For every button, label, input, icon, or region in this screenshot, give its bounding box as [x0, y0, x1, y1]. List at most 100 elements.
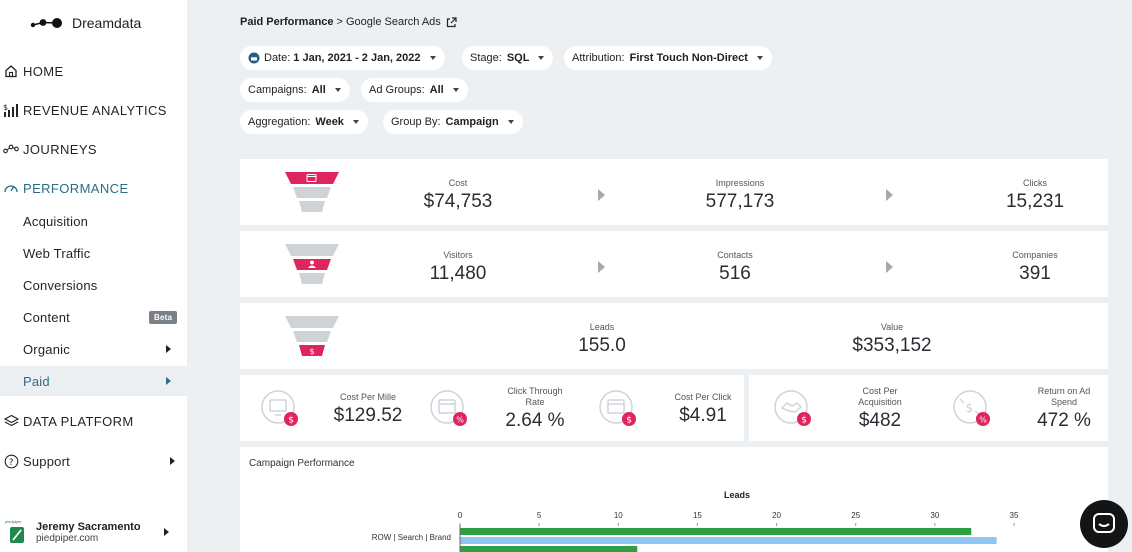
campaigns-filter[interactable]: Campaigns: All — [240, 78, 350, 102]
x-tick-label: 25 — [851, 511, 860, 520]
metric-value-value: $353,152 — [852, 335, 932, 356]
kpi-cpa-label: Cost Per Acquisition — [858, 386, 902, 407]
metric-clicks-value: 15,231 — [1005, 191, 1065, 212]
subnav-conversions-label: Conversions — [23, 277, 98, 293]
subnav-acquisition-label: Acquisition — [23, 213, 89, 229]
kpi-cpc-label: Cost Per Click — [674, 392, 732, 402]
user-domain: piedpiper.com — [36, 532, 99, 544]
svg-text:$: $ — [288, 416, 294, 426]
ad-groups-filter[interactable]: Ad Groups: All — [361, 78, 468, 102]
stage-filter-value: SQL — [506, 52, 530, 64]
layers-icon — [2, 412, 20, 430]
chevron-down-icon — [452, 88, 459, 92]
svg-text:$: $ — [310, 347, 315, 356]
funnel-card-outcome: $ Leads 155.0 Value $353,152 — [240, 303, 1108, 369]
kpi-roas: Return on Ad Spend 472 % — [1026, 386, 1102, 432]
campaign-performance-card: Campaign Performance Leads 0 5 10 15 20 25 30 3… — [240, 447, 1108, 552]
external-link-icon[interactable] — [446, 16, 457, 28]
user-menu[interactable]: piedpiper Jeremy Sacramento piedpiper.co… — [5, 516, 187, 548]
metric-contacts-label: Contacts — [717, 250, 753, 260]
chart-axis-title: Leads — [723, 490, 750, 500]
arrow-right-icon — [886, 189, 893, 201]
subnav-web-traffic[interactable]: Web Traffic — [0, 238, 187, 268]
metric-visitors-label: Visitors — [443, 250, 473, 260]
kpi-cpa-value: $482 — [858, 410, 902, 431]
stage-filter[interactable]: Stage: SQL — [462, 46, 554, 70]
bar-series-3[interactable] — [460, 546, 638, 552]
date-filter-label: Date: — [264, 52, 291, 64]
attribution-filter[interactable]: Attribution: First Touch Non-Direct — [564, 46, 772, 70]
subnav-content-label: Content — [23, 309, 70, 325]
chevron-right-icon — [166, 345, 171, 353]
nav-journeys[interactable]: JOURNEYS — [0, 135, 187, 163]
arrow-right-icon — [598, 189, 605, 201]
chevron-down-icon — [429, 56, 436, 60]
chat-icon — [1093, 513, 1115, 533]
chevron-down-icon — [352, 120, 359, 124]
subnav-conversions[interactable]: Conversions — [0, 270, 187, 300]
main-content: Paid Performance > Google Search Ads Dat… — [187, 0, 1132, 552]
funnel-bottom-icon: $ — [285, 316, 339, 356]
subnav-paid[interactable]: Paid — [0, 366, 187, 396]
stage-filter-label: Stage: — [470, 52, 502, 64]
metric-clicks: Clicks 15,231 — [995, 178, 1075, 213]
metric-companies: Companies 391 — [995, 250, 1075, 285]
category-label: ROW | Search | Brand — [372, 533, 451, 542]
group-by-filter[interactable]: Group By: Campaign — [383, 110, 523, 134]
home-icon — [2, 62, 20, 80]
nav-home-label: HOME — [23, 63, 64, 79]
beta-badge: Beta — [149, 310, 178, 324]
campaign-bar-chart: 0 5 10 15 20 25 30 35 ROW | Search | Brand — [372, 511, 1019, 552]
logo-text: Dreamdata — [72, 15, 142, 31]
subnav-acquisition[interactable]: Acquisition — [0, 206, 187, 236]
kpi-card-costs: $ Cost Per Mille $129.52 % Click Through… — [240, 375, 744, 441]
chevron-down-icon — [507, 120, 514, 124]
chevron-right-icon — [166, 377, 171, 385]
subnav-paid-label: Paid — [23, 373, 50, 389]
attribution-filter-value: First Touch Non-Direct — [629, 52, 748, 64]
metric-impressions-label: Impressions — [715, 178, 765, 188]
org-logo-icon: piedpiper — [5, 519, 27, 545]
breadcrumb-parent[interactable]: Paid Performance — [240, 16, 334, 28]
logo[interactable]: Dreamdata — [30, 15, 141, 31]
funnel-card-reach: Cost $74,753 Impressions 577,173 Clicks … — [240, 159, 1108, 225]
browser-percent-icon: % — [430, 390, 467, 426]
campaigns-filter-value: All — [311, 84, 326, 96]
metric-leads: Leads 155.0 — [552, 322, 652, 357]
nav-support[interactable]: ? Support — [0, 447, 187, 475]
metric-cost-label: Cost — [448, 178, 468, 188]
metric-cost-value: $74,753 — [423, 191, 493, 212]
nav-performance[interactable]: PERFORMANCE — [0, 174, 187, 202]
performance-gauge-icon — [2, 179, 20, 197]
nav-home[interactable]: HOME — [0, 57, 187, 85]
kpi-ctr: Click Through Rate 2.64 % — [490, 386, 580, 432]
bar-series-1[interactable] — [460, 528, 972, 535]
subnav-content[interactable]: Content Beta — [0, 302, 187, 332]
metric-contacts-value: 516 — [719, 263, 751, 284]
attribution-filter-label: Attribution: — [572, 52, 625, 64]
kpi-ctr-value: 2.64 % — [505, 410, 565, 431]
bar-series-2[interactable] — [460, 537, 997, 544]
breadcrumb-separator: > — [336, 16, 343, 28]
arrow-right-icon — [598, 261, 605, 273]
dreamdata-logo-icon — [30, 18, 62, 28]
chevron-right-icon — [164, 528, 169, 536]
kpi-cpm-label: Cost Per Mille — [339, 392, 396, 402]
ad-groups-filter-label: Ad Groups: — [369, 84, 425, 96]
aggregation-filter[interactable]: Aggregation: Week — [240, 110, 368, 134]
date-filter[interactable]: Date: 1 Jan, 2021 - 2 Jan, 2022 — [240, 46, 445, 70]
breadcrumb: Paid Performance > Google Search Ads — [240, 16, 457, 28]
handshake-dollar-icon: $ — [774, 390, 811, 426]
nav-data-platform-label: DATA PLATFORM — [23, 413, 134, 429]
aggregation-filter-label: Aggregation: — [248, 116, 311, 128]
funnel-middle-icon — [285, 244, 339, 284]
nav-data-platform[interactable]: DATA PLATFORM — [0, 407, 187, 435]
subnav-web-traffic-label: Web Traffic — [23, 245, 91, 261]
nav-revenue-analytics[interactable]: $ REVENUE ANALYTICS — [0, 96, 187, 124]
subnav-organic[interactable]: Organic — [0, 334, 187, 364]
aggregation-filter-value: Week — [315, 116, 344, 128]
svg-text:?: ? — [8, 458, 13, 468]
chat-launcher-button[interactable] — [1080, 500, 1128, 548]
x-tick-label: 35 — [1010, 511, 1019, 520]
cursor-dollar-icon: $ — [599, 390, 636, 426]
